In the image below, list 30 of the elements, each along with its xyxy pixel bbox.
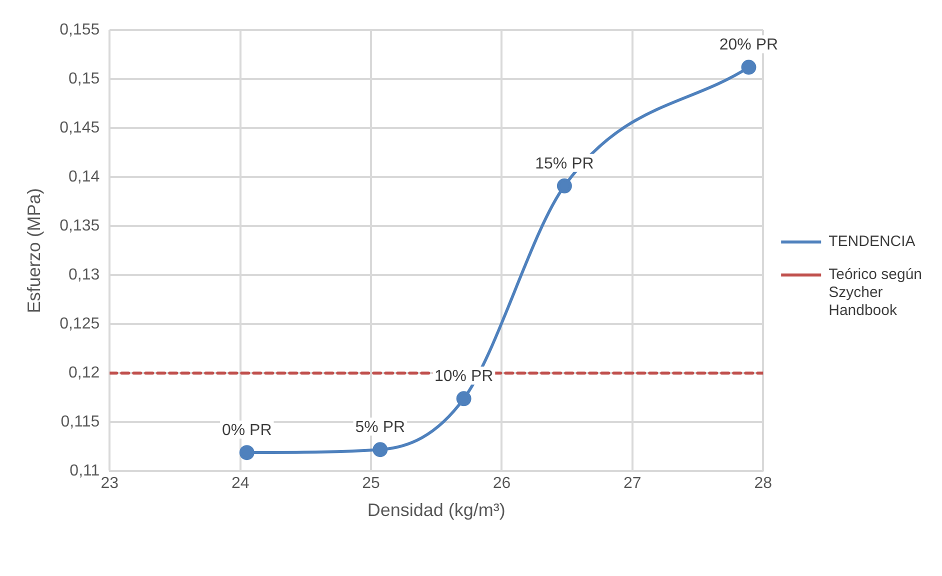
x-axis-title: Densidad (kg/m³) <box>367 500 506 520</box>
x-tick-label: 27 <box>624 475 642 492</box>
y-tick-label: 0,11 <box>70 462 100 480</box>
y-tick-label: 0,125 <box>60 316 100 333</box>
point <box>456 391 472 406</box>
x-tick-label: 28 <box>754 475 772 492</box>
y-tick-label: 0,145 <box>60 119 100 136</box>
x-tick-label: 23 <box>100 475 119 492</box>
legend-label: TENDENCIA <box>828 233 916 250</box>
legend-label: Teórico según Szycher Handbook <box>828 266 922 320</box>
annotation: 0% PR <box>222 422 272 439</box>
point <box>239 445 254 460</box>
x-tick-label: 25 <box>362 475 380 492</box>
y-tick-label: 0,135 <box>60 217 100 234</box>
annotation: 10% PR <box>434 368 494 386</box>
x-tick-label: 24 <box>231 475 250 492</box>
annotation: 15% PR <box>535 155 594 172</box>
point <box>556 178 572 194</box>
y-tick-label: 0,14 <box>68 168 100 186</box>
y-axis-title: Esfuerzo (MPa) <box>24 188 44 314</box>
y-tick-label: 0,13 <box>68 266 100 284</box>
annotation: 20% PR <box>719 36 778 54</box>
y-tick-label: 0,155 <box>60 21 100 38</box>
y-tick-label: 0,115 <box>60 414 100 431</box>
x-tick-label: 26 <box>492 475 511 492</box>
annotation: 5% PR <box>355 419 406 436</box>
point <box>372 442 388 458</box>
point <box>741 60 756 75</box>
y-tick-label: 0,15 <box>68 70 100 88</box>
y-tick-label: 0,12 <box>68 364 100 382</box>
